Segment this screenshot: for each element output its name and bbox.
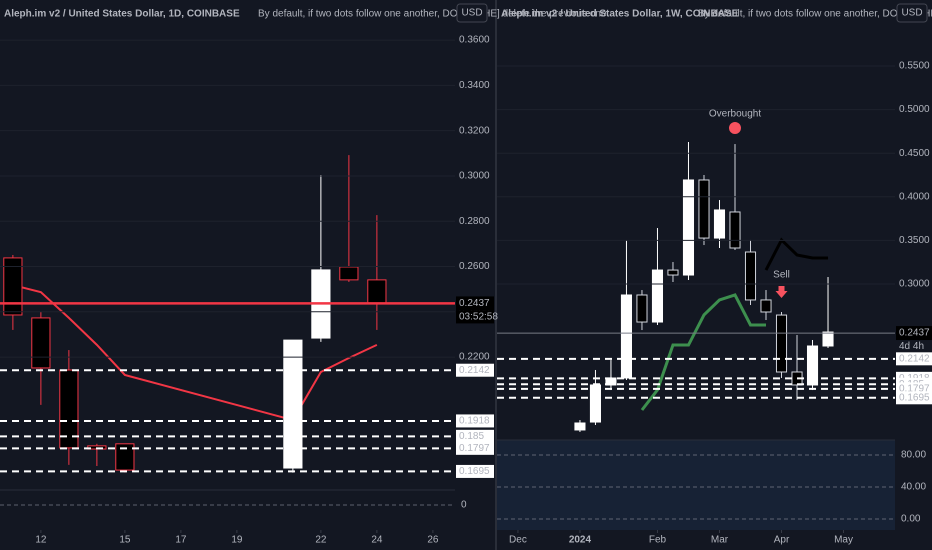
level-box [456,429,494,443]
candle-body [822,331,834,347]
osc-pane [497,440,895,530]
chart-title: Aleph.im v2 / United States Dollar, 1D, … [4,9,240,20]
candle-body [651,269,664,323]
level-label: 0.1695 [899,392,930,403]
level-box [456,441,494,455]
x-tick-label: 22 [315,535,327,546]
osc-tick-label: 80.00 [901,450,926,461]
x-tick-label: Apr [774,535,790,546]
y-tick-label: 0.4000 [899,191,930,202]
chart-title: Aleph.im v2 / United States Dollar, 1W, … [501,9,739,20]
x-tick-label: Mar [711,535,729,546]
osc-tick-label: 0 [461,500,467,511]
candle-body [339,266,359,281]
x-tick-label: 24 [371,535,383,546]
y-tick-label: 0.5000 [899,104,930,115]
x-tick-label: Feb [649,535,667,546]
candle-body [713,209,726,239]
y-tick-label: 0.2800 [459,216,490,227]
y-tick-label: 0.3400 [459,80,490,91]
x-tick-label: 26 [427,535,439,546]
candle-body [620,294,633,379]
level-box [456,414,494,428]
candle-body [729,211,741,249]
candle-body [682,179,695,276]
countdown: 4d 4h [899,341,924,352]
candle-body [3,257,23,316]
price-box [456,296,494,311]
annotation: Overbought [709,109,761,120]
currency: USD [901,8,922,19]
y-tick-label: 0.5500 [899,61,930,72]
price-label: 0.2437 [459,298,490,309]
x-tick-label: 15 [119,535,131,546]
candle-body [574,422,586,431]
candle-body [760,299,772,313]
plot [574,142,834,432]
y-tick-label: 0.3000 [899,279,930,290]
indicator-line [640,293,767,411]
level-label: 0.1797 [459,443,490,454]
candle-body [31,317,51,369]
osc-tick-label: 0.00 [901,514,921,525]
candle-body [775,314,788,373]
candle-body [667,269,679,276]
candle-body [367,279,387,304]
sell-arrow [775,286,788,298]
chart-note: By default, if two dots follow one anoth… [698,9,932,20]
y-tick-label: 0.3500 [899,235,930,246]
level-label: 0.2142 [899,353,930,364]
indicator-line [12,284,378,422]
candle-body [636,294,648,323]
level-label: 0.1918 [459,416,490,427]
x-tick-label: Dec [509,535,527,546]
indicator-line [764,237,829,271]
level-box [456,464,494,478]
candle-body [59,369,79,449]
osc-tick-label: 40.00 [901,482,926,493]
annotation: Sell [773,270,790,281]
currency: USD [461,8,482,19]
x-tick-label: 17 [175,535,187,546]
y-tick-label: 0.3200 [459,125,490,136]
level-box [896,352,932,366]
annotation-dot [728,122,741,134]
level-label: 0.1695 [459,466,490,477]
x-tick-label: 12 [35,535,47,546]
candle-body [115,443,135,471]
price-box [896,326,932,341]
x-tick-label: 19 [231,535,243,546]
chart-note: By default, if two dots follow one anoth… [258,9,607,20]
candle-body [698,179,710,239]
y-tick-label: 0.3000 [459,171,490,182]
level-box [896,391,932,405]
countdown-box [896,340,932,354]
currency-box [456,3,488,23]
y-tick-label: 0.3600 [459,35,490,46]
x-tick-label: 2024 [569,535,592,546]
y-tick-label: 0.4500 [899,148,930,159]
price-label: 0.2437 [899,328,930,339]
level-label: 0.2142 [459,365,490,376]
level-box [456,363,494,377]
candle-body [744,251,757,301]
level-label: 0.1797 [899,384,930,395]
osc-pane [0,490,455,530]
countdown: 03:52:58 [459,312,498,323]
y-tick-label: 0.2200 [459,352,490,363]
x-tick-label: May [834,535,853,546]
y-tick-label: 0.2600 [459,261,490,272]
currency-box [896,3,928,23]
candle-body [589,384,601,423]
countdown-box [456,310,494,324]
level-label: 0.185 [459,431,484,442]
